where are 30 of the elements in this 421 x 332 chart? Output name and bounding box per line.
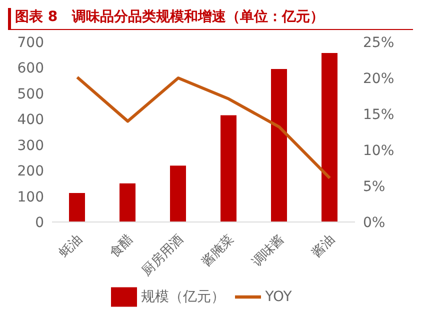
y2-tick-label: 20% xyxy=(363,70,394,87)
bar xyxy=(69,192,85,222)
y-tick-label: 0 xyxy=(35,214,44,231)
y2-tick-label: 0% xyxy=(363,214,386,231)
bar xyxy=(170,166,186,222)
bar xyxy=(120,183,136,222)
y2-tick-label: 5% xyxy=(363,178,386,195)
x-tick-label: 酱油 xyxy=(309,232,338,261)
bar xyxy=(322,53,338,222)
x-tick-label: 厨房用酒 xyxy=(138,231,187,280)
y-tick-label: 600 xyxy=(17,60,44,77)
bar xyxy=(271,69,287,222)
line-series xyxy=(76,76,332,180)
y2-tick-label: 15% xyxy=(363,106,394,123)
x-tick-label: 蚝油 xyxy=(56,232,86,261)
y-tick-label: 100 xyxy=(17,189,44,206)
legend-label: 规模（亿元） xyxy=(141,288,226,305)
bar xyxy=(220,115,236,222)
y-tick-label: 200 xyxy=(17,164,44,180)
chart-title: 图表 8 调味品分品类规模和增速（单位：亿元） xyxy=(8,8,413,30)
y-tick-label: 700 xyxy=(17,34,44,51)
x-tick-label: 食醋 xyxy=(107,232,136,261)
x-tick-label: 酱腌菜 xyxy=(199,232,238,270)
legend-label: YOY xyxy=(265,288,292,305)
y-tick-label: 300 xyxy=(17,138,44,154)
y2-tick-label: 25% xyxy=(363,34,394,51)
y-tick-label: 500 xyxy=(17,86,44,102)
x-tick-label: 调味酱 xyxy=(250,232,288,270)
y-tick-label: 400 xyxy=(17,112,44,128)
y2-tick-label: 10% xyxy=(363,142,394,159)
